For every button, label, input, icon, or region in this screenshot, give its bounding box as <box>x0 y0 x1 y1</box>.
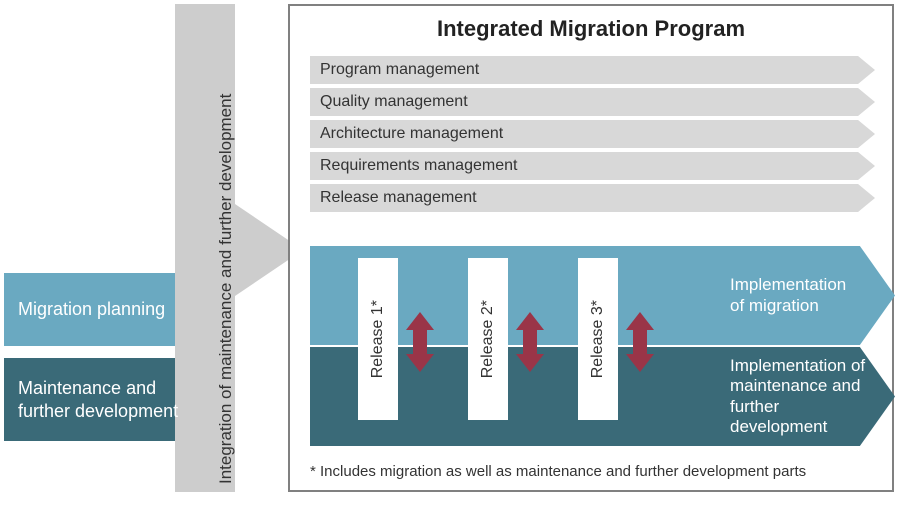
stream-row: Quality management <box>310 88 875 116</box>
stream-row: Architecture management <box>310 120 875 148</box>
stream-label: Release management <box>320 189 477 207</box>
integration-funnel <box>175 4 303 492</box>
release-double-arrow-icon <box>516 312 544 372</box>
stream-label: Quality management <box>320 93 468 111</box>
impl-migration-label: Implementationof migration <box>730 275 870 316</box>
funnel-shape <box>175 4 303 492</box>
release-box: Release 3* <box>578 258 618 420</box>
footnote: * Includes migration as well as maintena… <box>310 463 806 480</box>
release-double-arrow-icon <box>626 312 654 372</box>
release-box: Release 1* <box>358 258 398 420</box>
stream-label: Requirements management <box>320 157 517 175</box>
stream-row: Requirements management <box>310 152 875 180</box>
input-label: Maintenance andfurther development <box>18 377 178 422</box>
impl-maintenance-label: Implementation ofmaintenance andfurther … <box>730 356 870 438</box>
input-migration-planning: Migration planning <box>4 273 199 346</box>
stream-label: Architecture management <box>320 125 503 143</box>
release-double-arrow-icon <box>406 312 434 372</box>
release-label: Release 1* <box>369 300 387 378</box>
stream-row: Program management <box>310 56 875 84</box>
release-box: Release 2* <box>468 258 508 420</box>
release-label: Release 3* <box>589 300 607 378</box>
stream-row: Release management <box>310 184 875 212</box>
input-maintenance-dev: Maintenance andfurther development <box>4 358 199 441</box>
program-title: Integrated Migration Program <box>290 16 892 42</box>
release-label: Release 2* <box>479 300 497 378</box>
input-label: Migration planning <box>18 298 165 321</box>
funnel-label: Integration of maintenance and further d… <box>216 14 236 484</box>
stream-label: Program management <box>320 61 479 79</box>
